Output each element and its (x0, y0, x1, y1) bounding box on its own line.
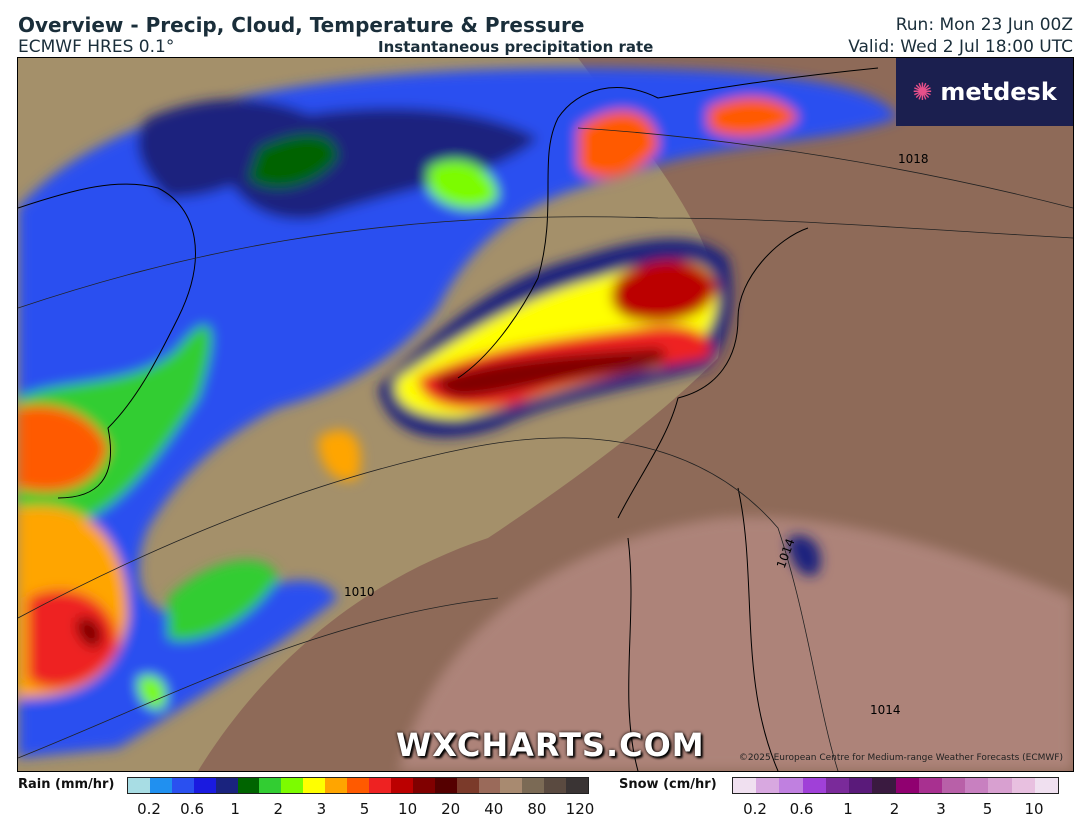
colorbar-swatch (281, 778, 304, 793)
colorbar-swatch (368, 778, 391, 793)
metdesk-logo: ✺ metdesk (896, 58, 1073, 126)
precipitation-field (18, 68, 898, 758)
colorbar-swatch (478, 778, 501, 793)
snow-tick-label: 0.2 (743, 800, 767, 818)
rain-tick-label: 40 (484, 800, 504, 818)
colorbar-swatch (325, 778, 348, 793)
colorbar-swatch (779, 778, 803, 793)
rain-colorbar (127, 777, 589, 794)
rain-tick-label: 120 (565, 800, 595, 818)
rain-tick-label: 2 (273, 800, 284, 818)
snow-tick-label: 1 (843, 800, 853, 818)
colorbar-swatch (965, 778, 989, 793)
rain-tick-label: 0.6 (180, 800, 205, 818)
colorbar-swatch (849, 778, 873, 793)
flower-icon: ✺ (912, 78, 933, 106)
colorbar-swatch (825, 778, 850, 793)
rain-tick-label: 3 (316, 800, 327, 818)
colorbar-swatch (1011, 778, 1035, 793)
rain-tick-label: 20 (441, 800, 461, 818)
colorbar-swatch (237, 778, 260, 793)
isobar-label: 1018 (898, 152, 929, 166)
colorbar-swatch (149, 778, 172, 793)
colorbar-swatch (988, 778, 1012, 793)
snow-tick-label: 0.6 (789, 800, 814, 818)
rain-tick-label: 10 (398, 800, 418, 818)
map-canvas: 1018 1014 1010 1014 (18, 58, 1073, 771)
colorbar-swatch (872, 778, 896, 793)
colorbar-swatch (733, 778, 757, 793)
colorbar-swatch (259, 778, 282, 793)
colorbar-swatch (566, 778, 589, 793)
colorbar-swatch (171, 778, 194, 793)
colorbar-swatch (412, 778, 435, 793)
snow-tick-label: 10 (1024, 800, 1044, 818)
colorbar-swatch (895, 778, 919, 793)
colorbar-swatch (303, 778, 326, 793)
rain-legend-label: Rain (mm/hr) (18, 777, 115, 792)
colorbar-swatch (500, 778, 523, 793)
logo-text: metdesk (940, 78, 1057, 106)
valid-time: Valid: Wed 2 Jul 18:00 UTC (848, 37, 1073, 57)
colorbar-swatch (918, 778, 942, 793)
precipitation-map[interactable]: 1018 1014 1010 1014 ✺ metdesk WXCHARTS.CO… (17, 57, 1074, 772)
colorbar-swatch (522, 778, 545, 793)
snow-legend-label: Snow (cm/hr) (619, 777, 717, 792)
run-time: Run: Mon 23 Jun 00Z (895, 15, 1073, 35)
coastlines-borders (18, 67, 879, 771)
colorbar-swatch (1034, 778, 1059, 793)
snow-tick-label: 2 (889, 800, 900, 818)
isobars (18, 127, 1073, 771)
rain-tick-label: 80 (527, 800, 547, 818)
colorbar-swatch (434, 778, 457, 793)
colorbar-swatch (756, 778, 780, 793)
isobar-label: 1014 (870, 703, 901, 717)
colorbar-swatch (390, 778, 413, 793)
rain-tick-label: 1 (230, 800, 240, 818)
colorbar-swatch (193, 778, 216, 793)
colorbar-swatch (802, 778, 826, 793)
rain-tick-label: 0.2 (137, 800, 161, 818)
colorbar-swatch (544, 778, 567, 793)
snow-tick-label: 5 (982, 800, 993, 818)
colorbar-swatch (941, 778, 966, 793)
colorbar-swatch (215, 778, 238, 793)
chart-title: Overview - Precip, Cloud, Temperature & … (18, 13, 585, 37)
copyright: ©2025 European Centre for Medium-range W… (738, 753, 1063, 763)
model-name: ECMWF HRES 0.1° (18, 37, 175, 57)
isobar-label: 1010 (344, 585, 375, 599)
colorbar-swatch (347, 778, 369, 793)
snow-colorbar (732, 777, 1059, 794)
colorbar-swatch (456, 778, 479, 793)
high-terrain (398, 516, 1073, 771)
rain-tick-label: 5 (359, 800, 370, 818)
watermark: WXCHARTS.COM (396, 726, 705, 764)
colorbar-swatch (128, 778, 150, 793)
chart-subtitle: Instantaneous precipitation rate (378, 38, 654, 56)
snow-tick-label: 3 (936, 800, 946, 818)
